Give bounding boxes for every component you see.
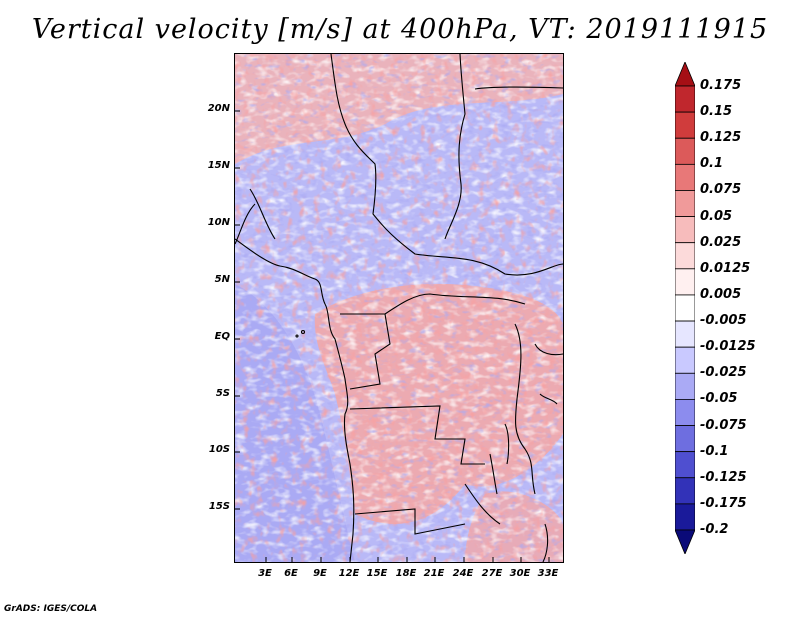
colorbar-segment [675, 242, 695, 270]
island-bioko [300, 329, 306, 335]
lat-label-15s: 15S [208, 501, 230, 512]
lon-label-30e: 30E [509, 568, 531, 579]
border-angola-drc [349, 405, 485, 465]
lon-label-12e: 12E [338, 568, 360, 579]
colorbar-label: -0.2 [700, 522, 729, 537]
colorbar-label: 0.1 [700, 156, 724, 172]
colorbar [675, 62, 695, 554]
velocity-field-map [235, 54, 563, 562]
colorbar-segment [675, 451, 695, 479]
border-libya-egypt [474, 86, 563, 90]
border-congo-gabon [340, 313, 391, 390]
colorbar-segment [675, 111, 695, 139]
lat-label-5n: 5N [214, 274, 230, 285]
lon-label-9e: 9E [313, 568, 327, 579]
lat-label-20n: 20N [207, 103, 230, 114]
colorbar-label: 0.075 [700, 182, 742, 198]
lake-malawi [542, 523, 549, 562]
colorbar-segment [675, 163, 695, 191]
colorbar-segment [675, 62, 695, 87]
colorbar-label: -0.175 [700, 495, 747, 511]
colorbar-segments [675, 62, 695, 554]
colorbar-segment [675, 529, 695, 554]
colorbar-segment [675, 294, 695, 322]
border-angola-zambia [354, 483, 501, 535]
colorbar-segment [675, 190, 695, 217]
colorbar-label: 0.05 [700, 208, 733, 224]
colorbar-label: 0.175 [700, 78, 742, 93]
lon-label-24e: 24E [452, 568, 474, 579]
lat-label-eq: EQ [214, 331, 230, 342]
colorbar-label: -0.025 [700, 365, 747, 381]
colorbar-label: 0.005 [700, 286, 742, 302]
lon-label-6e: 6E [284, 568, 298, 579]
lake-victoria [534, 343, 563, 405]
island-principe [295, 334, 299, 338]
colorbar-segment [675, 320, 695, 348]
colorbar-label: 0.15 [700, 104, 733, 120]
colorbar-label: -0.075 [700, 417, 747, 433]
colorbar-label: -0.005 [700, 313, 747, 329]
lat-label-10s: 10S [208, 444, 230, 455]
lat-label-15n: 15N [207, 160, 230, 171]
map-panel [234, 53, 564, 563]
colorbar-segment [675, 503, 695, 531]
colorbar-label: -0.125 [700, 469, 747, 485]
colorbar-label: -0.1 [700, 443, 729, 459]
colorbar-segment [675, 346, 695, 374]
map-grid-ticks [235, 110, 550, 562]
border-east-lakes [514, 323, 536, 495]
lon-label-27e: 27E [481, 568, 503, 579]
colorbar-segment [675, 85, 695, 113]
lon-label-3e: 3E [258, 568, 272, 579]
colorbar-segment [675, 477, 695, 505]
colorbar-label: 0.125 [700, 130, 742, 146]
colorbar-label: 0.025 [700, 234, 742, 250]
footer-credit: GrADS: IGES/COLA [4, 604, 98, 614]
lat-label-5s: 5S [215, 388, 230, 399]
colorbar-segment [675, 216, 695, 244]
colorbar-label: 0.0125 [700, 260, 751, 276]
lake-tanganyika [489, 423, 510, 495]
colorbar-segment [675, 425, 695, 453]
lon-label-21e: 21E [423, 568, 445, 579]
border-nigeria [235, 188, 276, 245]
lon-label-18e: 18E [395, 568, 417, 579]
colorbar-segment [675, 268, 695, 296]
chart-title: Vertical velocity [m/s] at 400hPa, VT: 2… [31, 14, 769, 45]
colorbar-segment [675, 137, 695, 165]
colorbar-segment [675, 372, 695, 400]
coastlines-borders [235, 54, 563, 562]
colorbar-segment [675, 399, 695, 426]
lon-label-15e: 15E [366, 568, 388, 579]
lat-label-10n: 10N [207, 217, 230, 228]
colorbar-label: -0.05 [700, 391, 738, 407]
lon-label-33e: 33E [537, 568, 559, 579]
colorbar-label: -0.0125 [700, 339, 756, 355]
border-chad-sudan [444, 54, 466, 240]
field-texture-blue [235, 54, 563, 562]
border-north [330, 54, 563, 276]
coastline [235, 238, 355, 562]
border-car-drc [384, 293, 526, 315]
